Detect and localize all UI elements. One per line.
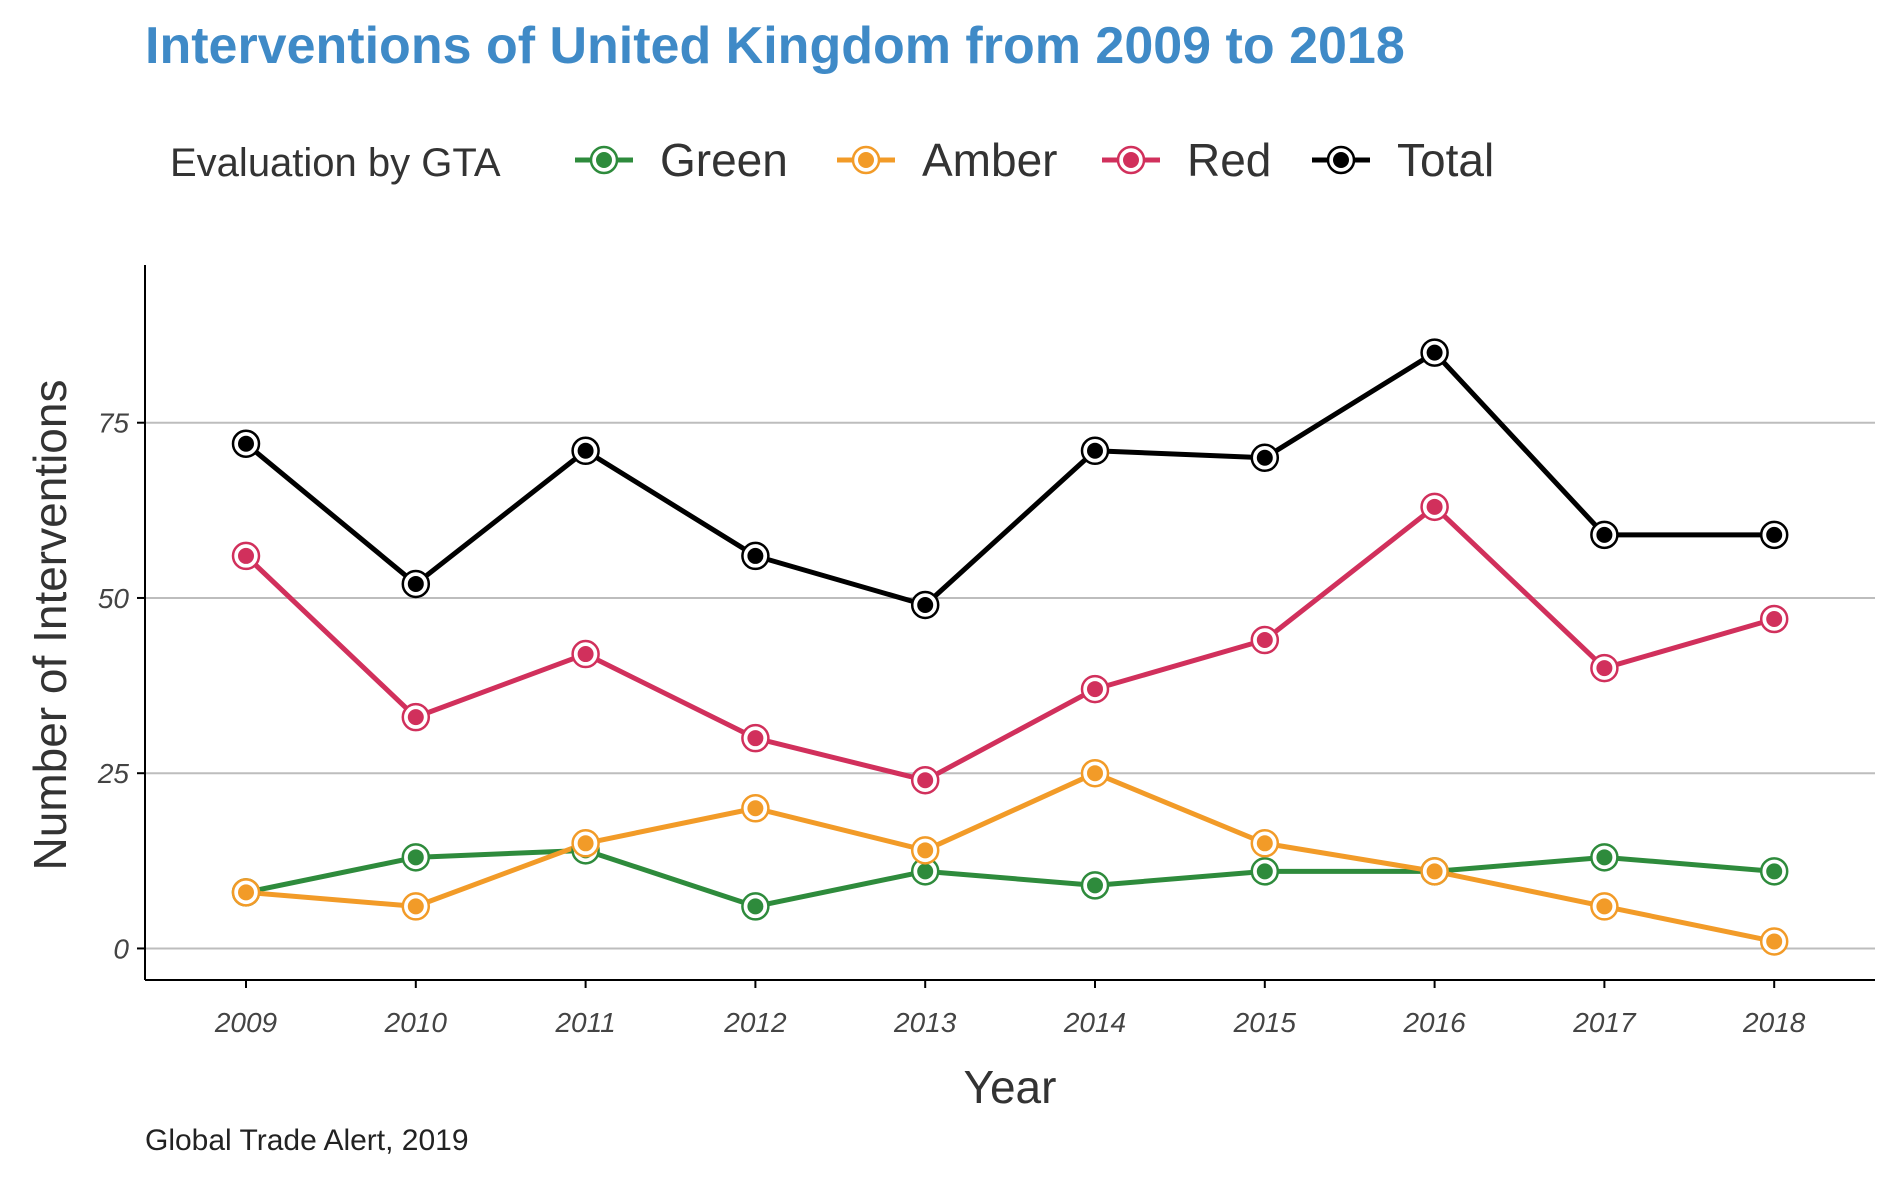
series-line-amber: [243, 770, 1777, 944]
y-tick-label: 25: [97, 758, 130, 789]
legend-label-total: Total: [1397, 134, 1494, 186]
data-point-total: [741, 541, 770, 571]
x-tick-label: 2015: [1233, 1007, 1297, 1038]
legend-label-green: Green: [660, 134, 788, 186]
data-point-green: [741, 892, 770, 921]
y-tick-label: 0: [113, 933, 129, 964]
series-line-green: [243, 847, 1777, 909]
data-point-amber: [401, 892, 431, 921]
data-point-red: [401, 702, 431, 732]
data-point-red: [1420, 492, 1449, 522]
series-line-total: [243, 350, 1777, 608]
x-axis-title: Year: [964, 1061, 1057, 1113]
data-point-amber: [1250, 829, 1280, 858]
x-tick-label: 2010: [384, 1007, 448, 1038]
legend-item-green: Green: [575, 134, 788, 186]
x-tick-label: 2013: [893, 1007, 957, 1038]
data-point-amber: [910, 836, 940, 865]
x-tick-label: 2009: [214, 1007, 277, 1038]
data-point-red: [910, 765, 940, 795]
data-point-total: [1250, 443, 1280, 473]
caption: Global Trade Alert, 2019: [145, 1124, 469, 1157]
data-point-red: [571, 639, 600, 669]
data-point-amber: [741, 794, 770, 823]
y-axis-title: Number of Interventions: [24, 380, 76, 871]
data-point-amber: [1080, 758, 1110, 788]
series-line-red: [243, 504, 1777, 783]
data-point-total: [1420, 338, 1449, 367]
data-point-total: [1080, 436, 1110, 466]
chart-title: Interventions of United Kingdom from 200…: [145, 17, 1405, 75]
x-tick-label: 2016: [1402, 1007, 1466, 1038]
data-point-green: [401, 843, 431, 872]
legend-item-amber: Amber: [837, 134, 1057, 186]
data-point-red: [1590, 653, 1619, 683]
y-tick-label: 50: [98, 583, 130, 614]
x-tick-label: 2018: [1742, 1007, 1806, 1038]
x-tick-label: 2011: [554, 1007, 615, 1038]
data-point-red: [231, 541, 261, 571]
legend-item-total: Total: [1312, 134, 1494, 186]
data-point-amber: [1590, 892, 1619, 921]
data-point-total: [1590, 520, 1619, 550]
legend-label-amber: Amber: [922, 134, 1057, 186]
data-point-total: [910, 590, 940, 620]
data-point-total: [231, 429, 261, 458]
data-point-red: [1759, 604, 1789, 634]
x-tick-label: 2014: [1063, 1007, 1126, 1038]
data-point-total: [1759, 520, 1789, 550]
y-tick-label: 75: [98, 408, 130, 439]
data-point-red: [1250, 625, 1280, 655]
data-point-amber: [571, 829, 600, 858]
data-point-red: [1080, 674, 1110, 704]
data-point-amber: [1759, 927, 1789, 956]
x-tick-label: 2017: [1572, 1007, 1637, 1038]
data-point-amber: [1420, 857, 1449, 886]
legend-title: Evaluation by GTA: [170, 141, 501, 185]
data-point-green: [1080, 871, 1110, 900]
data-point-red: [741, 723, 770, 753]
data-point-total: [571, 436, 600, 466]
data-point-total: [401, 569, 431, 599]
plot-area: 0 25 50 75 2009 2010 2011 2012 2013 2014 2015 2016…: [97, 265, 1875, 1038]
x-tick-label: 2012: [723, 1007, 787, 1038]
legend: Evaluation by GTA Green Amber Red Total: [170, 134, 1494, 186]
data-point-amber: [231, 878, 261, 907]
legend-item-red: Red: [1102, 134, 1271, 186]
data-point-green: [1250, 857, 1280, 886]
legend-label-red: Red: [1187, 134, 1271, 186]
data-point-green: [1590, 843, 1619, 872]
data-point-green: [1759, 857, 1789, 886]
